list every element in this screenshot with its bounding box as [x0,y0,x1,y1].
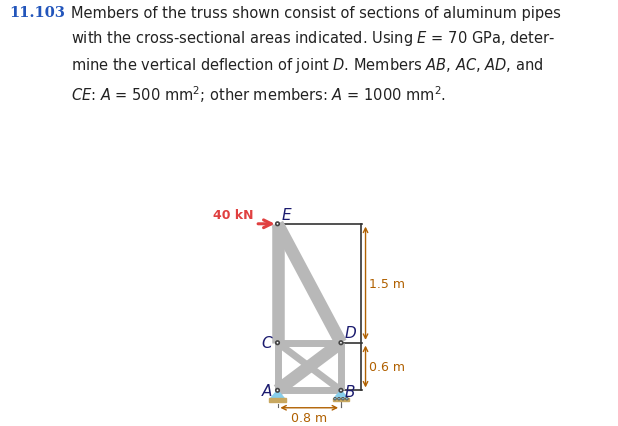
Text: 1.5 m: 1.5 m [369,277,405,290]
Circle shape [337,397,341,400]
Circle shape [339,389,343,392]
Bar [333,398,349,401]
Text: $\it{E}$: $\it{E}$ [281,207,292,223]
Polygon shape [271,390,284,398]
Polygon shape [335,390,347,397]
Text: 0.6 m: 0.6 m [369,360,405,373]
Text: $\it{B}$: $\it{B}$ [344,383,355,399]
Text: $\it{D}$: $\it{D}$ [344,324,357,340]
Circle shape [276,389,279,392]
Text: 0.8 m: 0.8 m [291,411,328,424]
Text: 11.103: 11.103 [9,6,65,20]
Circle shape [345,397,348,400]
Text: 40 kN: 40 kN [213,208,254,221]
Circle shape [342,397,344,400]
Circle shape [334,397,336,400]
Text: Members of the truss shown consist of sections of aluminum pipes
with the cross-: Members of the truss shown consist of se… [71,6,561,104]
Circle shape [276,222,279,226]
Text: $\it{A}$: $\it{A}$ [261,382,274,397]
Circle shape [276,341,279,345]
Bar [269,398,286,402]
Text: $\it{C}$: $\it{C}$ [261,334,274,350]
Circle shape [339,341,343,345]
